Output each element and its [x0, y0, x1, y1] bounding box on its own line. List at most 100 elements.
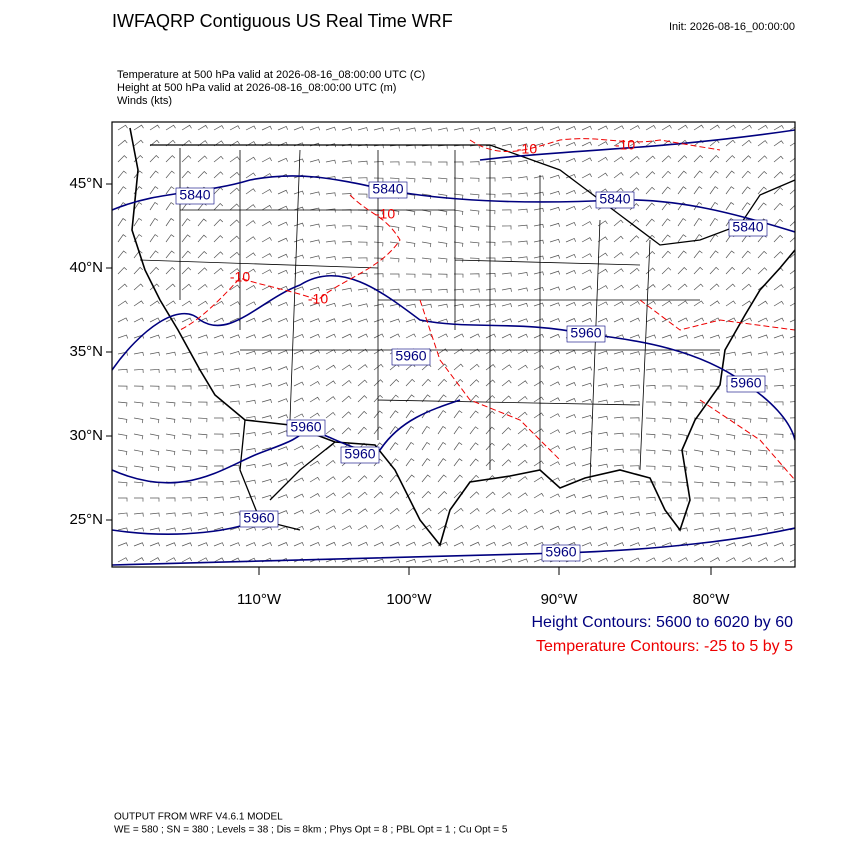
wind-barb — [133, 527, 144, 532]
wind-barb — [613, 448, 624, 453]
wind-barb — [469, 193, 480, 199]
wind-barb — [645, 317, 656, 323]
wind-barb — [437, 507, 448, 515]
wind-barb — [597, 542, 609, 547]
wind-barb — [773, 125, 784, 131]
wind-barb — [373, 127, 384, 132]
wind-barb — [645, 465, 656, 470]
wind-barb — [165, 300, 176, 307]
wind-barb — [165, 497, 176, 502]
wind-barb — [485, 395, 496, 403]
wind-barb — [437, 410, 447, 419]
wind-barb — [597, 367, 608, 372]
wind-barb — [789, 220, 795, 227]
wind-barb — [405, 541, 416, 547]
wind-barb — [357, 225, 368, 231]
wind-barb — [677, 481, 688, 487]
wind-barb — [373, 508, 384, 515]
wind-barb — [437, 318, 449, 323]
wind-barb — [629, 300, 640, 307]
wind-barb — [613, 268, 624, 275]
wind-barb — [197, 465, 208, 471]
wind-barb — [341, 160, 352, 165]
wind-barb — [581, 189, 592, 195]
wind-barb — [741, 186, 751, 195]
wind-barb — [213, 368, 224, 373]
wind-barb — [469, 333, 480, 339]
wind-barb — [789, 465, 795, 467]
wind-barb — [565, 286, 577, 291]
wind-barb — [693, 266, 703, 275]
wind-barb — [293, 286, 305, 291]
wind-barb — [341, 364, 352, 371]
wind-barb — [181, 155, 192, 163]
wind-barb — [437, 127, 448, 132]
wind-barb — [421, 507, 432, 515]
wind-barb — [197, 234, 207, 243]
wind-barb — [197, 283, 208, 291]
wind-barb — [261, 479, 272, 484]
wind-barb — [341, 427, 352, 435]
wind-barb — [549, 302, 561, 307]
wind-barb — [709, 155, 720, 163]
wind-barb — [773, 496, 784, 501]
wind-barb — [421, 193, 432, 200]
wind-barb — [117, 557, 128, 563]
wind-barb — [261, 366, 273, 371]
wind-barb — [453, 442, 463, 451]
wind-barb — [421, 541, 432, 547]
wind-barb — [629, 155, 640, 163]
wind-barb — [325, 396, 336, 403]
wind-barb — [117, 368, 128, 373]
wind-barb — [309, 223, 320, 228]
wind-barb — [245, 156, 256, 163]
wind-barb — [789, 236, 795, 243]
wind-barb — [613, 301, 624, 307]
wind-barb — [597, 526, 609, 531]
wind-barb — [229, 301, 240, 307]
wind-barb — [597, 383, 608, 388]
wind-barb — [597, 463, 608, 468]
wind-barb — [501, 193, 512, 198]
wind-barb — [277, 350, 289, 355]
wind-barb — [485, 426, 495, 435]
wind-barb — [501, 126, 512, 131]
wind-barb — [165, 218, 175, 227]
wind-barb — [757, 497, 768, 502]
wind-barb — [613, 350, 624, 355]
wind-barb — [789, 204, 795, 211]
wind-barb — [741, 267, 752, 275]
wind-barb — [373, 333, 384, 339]
wind-barb — [133, 481, 144, 487]
wind-barb — [613, 557, 624, 563]
wind-barb — [725, 449, 736, 456]
wind-barb — [405, 177, 416, 183]
wind-barb — [325, 508, 336, 515]
wind-barb — [437, 491, 448, 499]
wind-barb — [613, 219, 624, 227]
wind-barb — [181, 317, 192, 323]
wind-barb — [629, 401, 640, 406]
wind-barb — [613, 542, 625, 547]
wind-barb — [773, 251, 784, 259]
wind-barb — [389, 257, 400, 263]
lat-label: 35°N — [69, 343, 103, 360]
wind-barb — [533, 255, 544, 260]
wind-barb — [565, 430, 577, 435]
wind-barb — [165, 155, 176, 163]
wind-barb — [661, 267, 672, 275]
wind-barb — [229, 367, 240, 372]
wind-barb — [373, 177, 384, 182]
wind-barb — [773, 542, 785, 547]
wind-barb — [645, 171, 656, 179]
wind-barb — [517, 395, 528, 403]
wind-barb — [341, 241, 352, 246]
wind-barb — [693, 449, 704, 456]
wind-barb — [197, 496, 208, 501]
wind-barb — [613, 125, 624, 131]
height-label: 5840 — [732, 219, 763, 235]
wind-barb — [725, 542, 737, 547]
wind-barb — [325, 159, 336, 164]
wind-barb — [117, 317, 128, 323]
wind-barb — [773, 317, 784, 323]
